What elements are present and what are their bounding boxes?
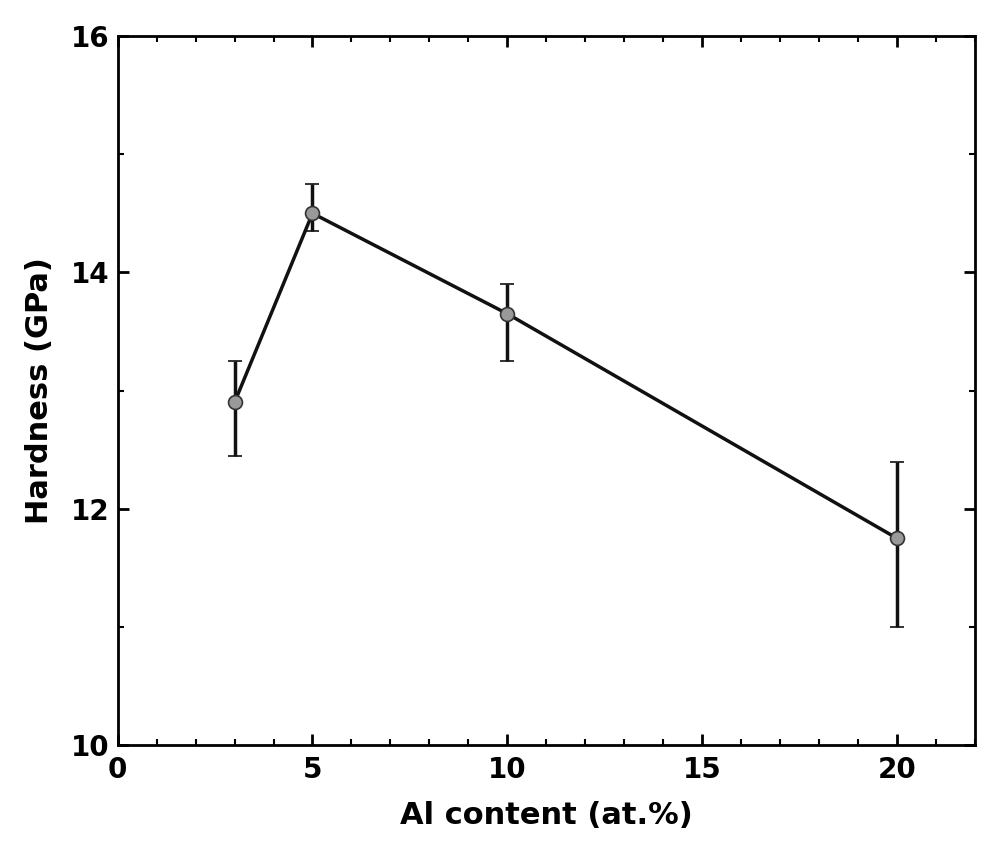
X-axis label: Al content (at.%): Al content (at.%): [400, 801, 693, 830]
Y-axis label: Hardness (GPa): Hardness (GPa): [25, 257, 54, 524]
